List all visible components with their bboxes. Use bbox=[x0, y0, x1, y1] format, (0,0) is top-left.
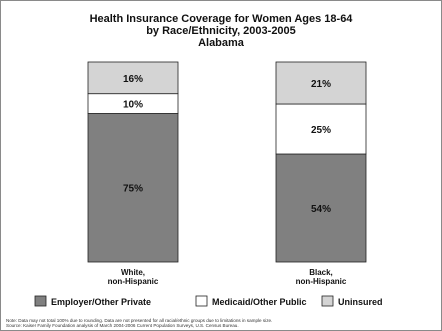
data-label-2-1: 54% bbox=[311, 204, 331, 215]
legend-swatch-1 bbox=[34, 295, 47, 307]
bar-segment-2-1 bbox=[275, 153, 367, 263]
data-label-1-3: 16% bbox=[123, 74, 143, 85]
chart-title: Health Insurance Coverage for Women Ages… bbox=[89, 13, 353, 25]
source-text: Source: Kaiser Family Foundation analysi… bbox=[6, 323, 239, 328]
data-label-2-3: 21% bbox=[311, 79, 331, 90]
bar-segment-1-3 bbox=[87, 61, 179, 95]
bar-segment-2-3 bbox=[275, 61, 367, 105]
chart-region: Alabama bbox=[198, 37, 244, 49]
category-label-2-line1: Black, bbox=[309, 268, 333, 277]
category-label-1-line2: non-Hispanic bbox=[108, 277, 159, 286]
category-label-2-line2: non-Hispanic bbox=[296, 277, 347, 286]
legend-swatch-2 bbox=[195, 295, 208, 307]
legend-label-3: Uninsured bbox=[338, 297, 383, 307]
legend-swatch-3 bbox=[321, 295, 334, 307]
category-label-1-line1: White, bbox=[121, 268, 145, 277]
legend-label-2: Medicaid/Other Public bbox=[212, 297, 307, 307]
data-label-2-2: 25% bbox=[311, 125, 331, 136]
note-text: Note: Data may not total 100% due to rou… bbox=[6, 318, 273, 323]
bar-segment-1-1 bbox=[87, 113, 179, 263]
legend-label-1: Employer/Other Private bbox=[51, 297, 151, 307]
data-label-1-2: 10% bbox=[123, 100, 143, 111]
data-label-1-1: 75% bbox=[123, 184, 143, 195]
chart-subtitle: by Race/Ethnicity, 2003-2005 bbox=[146, 25, 296, 37]
bar-segment-2-2 bbox=[275, 103, 367, 155]
